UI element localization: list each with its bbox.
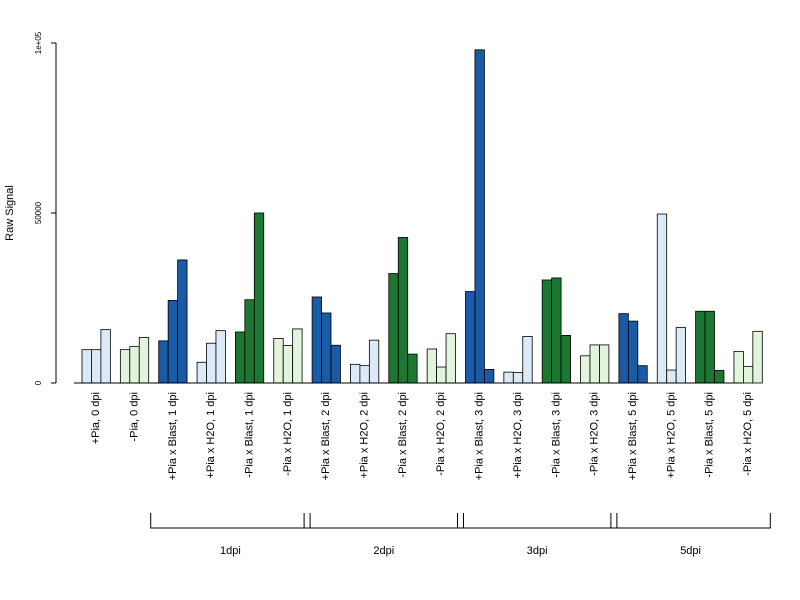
bar bbox=[196, 361, 207, 384]
bar bbox=[138, 337, 150, 384]
bar bbox=[158, 340, 169, 384]
group-bracket bbox=[457, 513, 618, 529]
bar bbox=[714, 370, 725, 384]
bars bbox=[81, 49, 763, 384]
bar bbox=[273, 338, 284, 384]
bar bbox=[81, 349, 92, 384]
y-axis: 0 50000 1e+05 bbox=[34, 31, 57, 385]
x-tick-label: -Pia x H2O, 5 dpi bbox=[742, 392, 754, 476]
bar bbox=[368, 339, 380, 384]
x-tick-label: +Pia x H2O, 2 dpi bbox=[359, 392, 371, 479]
x-tick-label: -Pia x Blast, 2 dpi bbox=[397, 392, 409, 478]
bar bbox=[359, 365, 370, 384]
x-tick-label: +Pia x Blast, 2 dpi bbox=[320, 392, 332, 480]
x-tick-label: -Pia x Blast, 1 dpi bbox=[243, 392, 255, 478]
x-tick-label: -Pia x H2O, 2 dpi bbox=[435, 392, 447, 476]
bar bbox=[580, 355, 591, 384]
bar bbox=[397, 237, 409, 384]
bar bbox=[436, 366, 447, 384]
bar bbox=[704, 310, 715, 384]
group-bracket bbox=[610, 513, 771, 529]
bar bbox=[234, 331, 246, 384]
bar bbox=[656, 213, 668, 384]
bar bbox=[503, 371, 514, 384]
bar bbox=[426, 348, 437, 384]
bar bbox=[675, 327, 687, 384]
bar bbox=[512, 372, 524, 384]
group-bracket bbox=[150, 513, 311, 529]
bar bbox=[253, 212, 265, 384]
bar bbox=[752, 330, 763, 384]
x-tick-label: +Pia x H2O, 5 dpi bbox=[665, 392, 677, 479]
bar bbox=[541, 279, 553, 384]
bar bbox=[321, 312, 332, 384]
bar bbox=[292, 328, 303, 384]
bar bbox=[560, 334, 571, 384]
bar bbox=[206, 342, 217, 384]
bar bbox=[100, 329, 111, 384]
x-tick-label: -Pia x Blast, 3 dpi bbox=[550, 392, 562, 478]
bar bbox=[330, 344, 341, 384]
bar bbox=[695, 310, 706, 384]
x-tick-label: -Pia, 0 dpi bbox=[128, 392, 140, 442]
bar bbox=[91, 349, 102, 384]
x-tick-label: +Pia x Blast, 1 dpi bbox=[167, 392, 179, 480]
bar bbox=[465, 291, 476, 384]
bar bbox=[350, 363, 361, 384]
group-bracket-label: 2dpi bbox=[373, 545, 394, 557]
bar bbox=[407, 353, 418, 384]
bar bbox=[129, 346, 140, 384]
y-tick-label: 50000 bbox=[34, 201, 43, 224]
bar bbox=[733, 350, 744, 384]
group-brackets: 1dpi 2dpi 3dpi 5dpi bbox=[150, 513, 771, 557]
x-tick-label: -Pia x H2O, 1 dpi bbox=[282, 392, 294, 476]
x-tick-label: +Pia x Blast, 3 dpi bbox=[474, 392, 486, 480]
bar bbox=[637, 365, 648, 384]
bar bbox=[551, 277, 562, 384]
bar bbox=[474, 49, 485, 384]
bar bbox=[627, 320, 639, 384]
x-tick-label: +Pia x H2O, 1 dpi bbox=[205, 392, 217, 479]
x-tick-label: +Pia x H2O, 3 dpi bbox=[512, 392, 524, 479]
bar bbox=[666, 369, 677, 384]
x-tick-label: +Pia, 0 dpi bbox=[90, 392, 102, 444]
y-tick-label: 0 bbox=[34, 380, 43, 385]
bar bbox=[445, 333, 456, 384]
bar bbox=[388, 273, 399, 384]
x-tick-label: -Pia x Blast, 5 dpi bbox=[704, 392, 716, 478]
bar bbox=[119, 349, 131, 384]
y-tick-label: 1e+05 bbox=[34, 31, 43, 54]
bar bbox=[282, 345, 294, 384]
bar bbox=[167, 299, 178, 384]
group-bracket-label: 3dpi bbox=[527, 545, 548, 557]
x-tick-label: -Pia x H2O, 3 dpi bbox=[589, 392, 601, 476]
x-tick-labels: +Pia, 0 dpi -Pia, 0 dpi +Pia x Blast, 1 dp… bbox=[90, 392, 754, 480]
x-tick-label: +Pia x Blast, 5 dpi bbox=[627, 392, 639, 480]
bar bbox=[599, 344, 610, 384]
bar bbox=[177, 259, 188, 384]
group-bracket bbox=[303, 513, 464, 529]
group-bracket-label: 1dpi bbox=[220, 545, 241, 557]
y-axis-label: Raw Signal bbox=[4, 185, 16, 241]
bar bbox=[311, 296, 322, 384]
bar bbox=[244, 299, 255, 384]
bar bbox=[618, 313, 629, 384]
bar bbox=[522, 336, 533, 384]
bar bbox=[743, 365, 754, 384]
group-bracket-label: 5dpi bbox=[680, 545, 701, 557]
bar bbox=[483, 368, 495, 384]
bar bbox=[215, 330, 226, 384]
bar bbox=[589, 344, 600, 384]
